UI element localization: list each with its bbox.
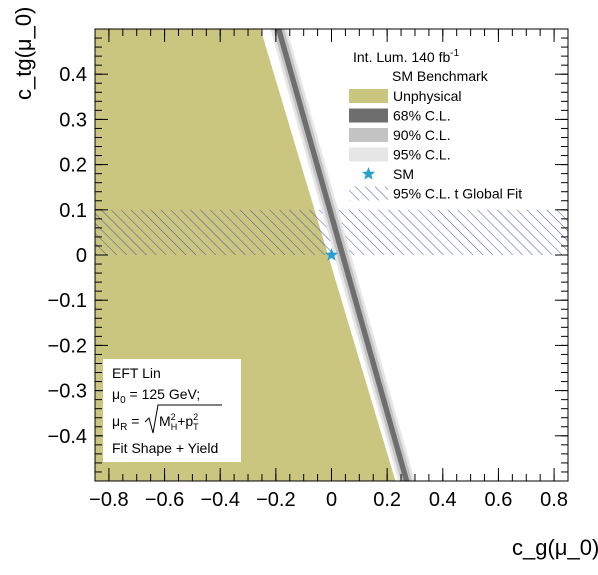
legend-swatch-cl95 [349,147,388,162]
info-line-3-radicand: M2 H+p2 T [159,412,199,432]
sqrt-sign [144,404,222,434]
x-tick-label: −0.2 [256,489,295,511]
info-line-1: EFT Lin [112,365,161,381]
x-tick-label: −0.4 [200,489,239,511]
x-axis-title: c_g(μ_0) [512,535,598,560]
legend: Int. Lum. 140 fb-1 SM Benchmark Unphysic… [349,48,522,202]
legend-label-hatch: 95% C.L. t Global Fit [393,186,522,202]
x-tick-label: 0.6 [485,489,513,511]
info-line-3: μR = [112,413,139,433]
cl68-band [275,29,410,481]
x-tick-label: 0.8 [540,489,568,511]
y-tick-label: 0.4 [59,64,87,86]
x-tick-label: 0.4 [429,489,457,511]
legend-subtitle: SM Benchmark [392,68,489,84]
info-box: EFT Lin μ0 = 125 GeV; μR = M2 H+p2 T Fit S… [103,359,241,462]
y-tick-label: 0.1 [59,200,87,222]
legend-swatch-unphysical [349,89,388,103]
y-tick-label: −0.2 [48,335,87,357]
legend-label-cl90: 90% C.L. [393,127,451,143]
y-tick-label: −0.1 [48,290,87,312]
info-line-4: Fit Shape + Yield [112,440,218,456]
y-axis-title: c_tg(μ_0) [11,7,36,100]
legend-swatch-hatch [349,186,388,201]
y-tick-label: 0.3 [59,109,87,131]
info-box-background [103,359,241,462]
axes: −0.8 −0.6 −0.4 −0.2 0 0.2 0.4 0.6 0.8 0.4 0.3 0.2 0.… [48,28,569,511]
x-tick-label: −0.8 [89,489,128,511]
x-tick-label: −0.6 [145,489,184,511]
x-tick-label: 0.2 [373,489,401,511]
y-tick-label: −0.3 [48,381,87,403]
info-line-2: μ0 = 125 GeV; [112,386,200,406]
legend-title-superscript: -1 [450,48,459,59]
legend-entries: Unphysical 68% C.L. 90% C.L. 95% C.L. SM 95% … [349,88,522,202]
legend-label-cl95: 95% C.L. [393,147,451,163]
y-tick-label: 0.2 [59,155,87,177]
legend-swatch-cl90 [349,128,388,142]
legend-swatch-cl68 [349,108,388,123]
legend-swatch-sm [361,167,376,180]
legend-label-sm: SM [393,166,414,182]
y-tick-label: −0.4 [48,426,87,448]
sm-point-marker [324,248,339,261]
x-tick-label: 0 [326,489,337,511]
legend-label-cl68: 68% C.L. [393,108,451,124]
legend-title: Int. Lum. 140 fb-1 [353,48,460,65]
y-tick-label: 0 [76,245,87,267]
legend-label-unphysical: Unphysical [393,88,461,104]
